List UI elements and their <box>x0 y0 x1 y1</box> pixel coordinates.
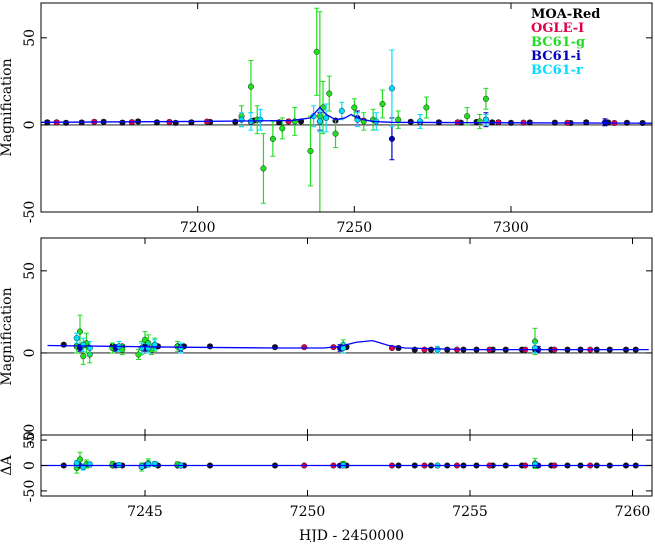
top-plot-area <box>41 7 652 212</box>
legend-entry-bc61-r: BC61-r <box>531 63 583 78</box>
top-model-curve <box>41 106 652 124</box>
middle-bc61-g-point <box>80 353 87 360</box>
top-bc61-g-point <box>269 135 276 142</box>
middle-ogle-i-point <box>301 344 308 351</box>
residual-xtick-label: 7245 <box>127 504 163 520</box>
top-xtick-label: 7300 <box>493 220 529 236</box>
top-moa-red-point <box>583 119 590 126</box>
top-bc61-i-point <box>602 119 609 126</box>
top-bc61-r-point <box>482 116 489 123</box>
residual-plot-area <box>41 451 652 474</box>
middle-ytick-label: -50 <box>22 424 38 447</box>
legend-entry-moa-red: MOA-Red <box>531 7 600 22</box>
top-moa-red-point <box>188 119 195 126</box>
residual-xtick-label: 7260 <box>615 504 651 520</box>
middle-bc61-r-point <box>80 341 87 348</box>
middle-moa-red-point <box>206 343 213 350</box>
top-bc61-r-point <box>388 85 395 92</box>
middle-series-bc61-g <box>73 314 539 365</box>
middle-moa-red-point <box>428 346 435 353</box>
residual-ytick-label: 0 <box>22 461 38 470</box>
top-bc61-g-point <box>279 125 286 132</box>
middle-ytick-label: 0 <box>22 348 38 357</box>
top-bc61-g-point <box>351 104 358 111</box>
top-ytick-label: 50 <box>22 29 38 47</box>
top-ytick-label: -50 <box>22 201 38 224</box>
residual-ytick-label: -50 <box>22 480 38 503</box>
residual-xtick-label: 7255 <box>452 504 488 520</box>
top-moa-red-point <box>63 119 70 126</box>
middle-frame <box>40 237 653 436</box>
residual-ylabel: ΔA <box>0 455 15 476</box>
middle-panel: -50 0 50 Magnification <box>0 237 653 447</box>
middle-series-bc61-r <box>73 332 539 356</box>
middle-moa-red-point <box>60 341 67 348</box>
top-bc61-g-point <box>464 113 471 120</box>
residual-series-bc61-r <box>73 459 539 471</box>
residual-bc61-r-point <box>86 461 93 468</box>
middle-model-curve <box>47 339 649 351</box>
top-bc61-r-point <box>338 107 345 114</box>
top-moa-red-point <box>172 119 179 126</box>
legend-entry-ogle-i: OGLE-I <box>531 21 584 36</box>
top-bc61-r-point <box>316 118 323 125</box>
top-xtick-label: 7200 <box>180 220 216 236</box>
legend-entry-bc61-g: BC61-g <box>531 35 585 50</box>
top-moa-red-point <box>119 119 126 126</box>
top-bc61-g-point <box>395 116 402 123</box>
middle-bc61-r-point <box>434 346 441 353</box>
top-bc61-g-point <box>313 48 320 55</box>
residual-bc61-r-point <box>532 461 539 468</box>
top-bc61-i-point <box>388 135 395 142</box>
top-bc61-g-point <box>423 104 430 111</box>
top-bc61-g-point <box>260 165 267 172</box>
top-bc61-r-point <box>310 113 317 120</box>
top-series-bc61-g <box>238 7 489 212</box>
top-panel: 7200 7250 7300 -50 0 50 Magnification MOA-RedOG… <box>0 2 653 236</box>
top-ogle-i-point <box>285 118 292 125</box>
middle-bc61-r-point <box>177 344 184 351</box>
top-ytick-label: 0 <box>22 120 38 129</box>
top-frame <box>40 2 653 213</box>
middle-ylabel: Magnification <box>0 287 15 385</box>
residual-bc61-r-point <box>138 463 145 470</box>
top-bc61-g-point <box>379 101 386 108</box>
middle-bc61-r-point <box>73 335 80 342</box>
residual-ytick-label: 50 <box>22 431 38 449</box>
residual-xtick-label: 7250 <box>290 504 326 520</box>
top-xtick-label: 7250 <box>337 220 373 236</box>
residual-panel: 7245 7250 7255 7260 -50 0 50 ΔA HJD - 2450000 <box>0 431 653 544</box>
middle-ogle-i-point <box>421 346 428 353</box>
middle-bc61-r-point <box>145 344 152 351</box>
middle-ytick-label: 50 <box>22 262 38 280</box>
top-bc61-g-point <box>482 95 489 102</box>
top-bc61-r-point <box>417 118 424 125</box>
middle-bc61-r-point <box>138 344 145 351</box>
legend-entry-bc61-i: BC61-i <box>531 49 581 64</box>
top-moa-red-point <box>232 118 239 125</box>
top-bc61-g-point <box>247 83 254 90</box>
middle-moa-red-point <box>272 344 279 351</box>
top-bc61-g-point <box>326 90 333 97</box>
top-bc61-g-point <box>476 118 483 125</box>
middle-plot-area <box>47 314 649 365</box>
top-bc61-r-point <box>257 116 264 123</box>
top-bc61-g-point <box>332 130 339 137</box>
top-bc61-g-point <box>307 148 314 155</box>
residual-xlabel: HJD - 2450000 <box>299 528 404 542</box>
residual-bc61-r-point <box>145 461 152 468</box>
residual-series-bc61-g <box>73 451 539 474</box>
middle-moa-red-point <box>395 344 402 351</box>
top-ylabel: Magnification <box>0 58 15 156</box>
